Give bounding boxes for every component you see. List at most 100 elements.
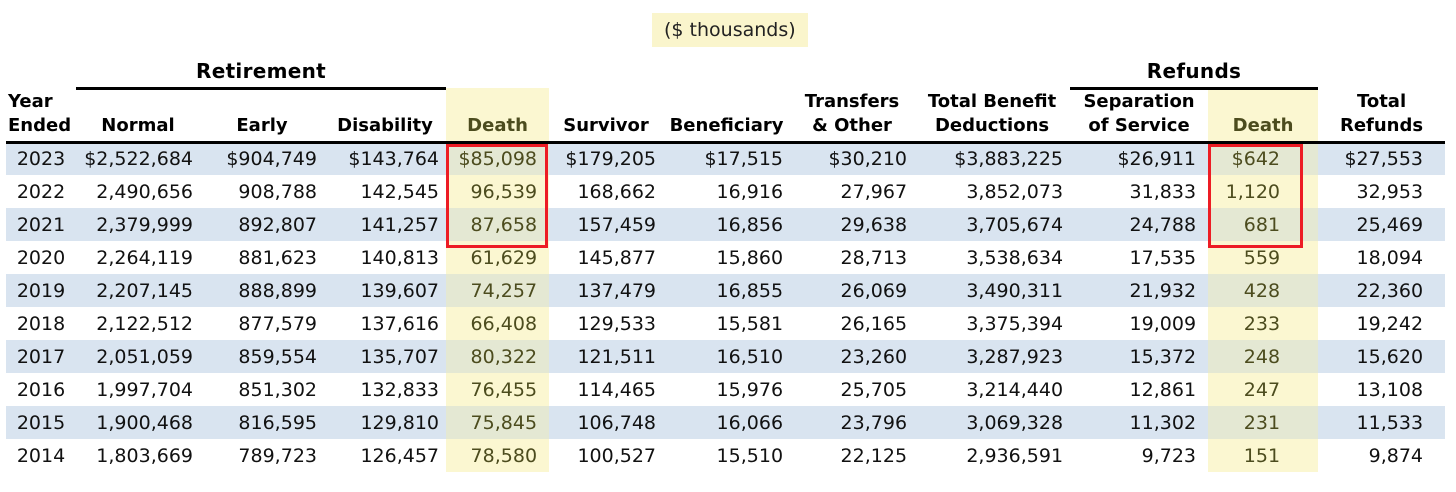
value-cell: 114,465	[577, 378, 657, 401]
table-row: 2019 2,207,145 888,899 139,607 74,257 137,479…	[6, 274, 1446, 307]
value-cell: 137,479	[549, 274, 664, 307]
col-header-survivor: Survivor	[549, 88, 664, 144]
value-cell: 1,900,468	[76, 406, 200, 439]
col-header-death-refund: Death	[1208, 88, 1319, 144]
value-cell: 2,051,059	[76, 340, 200, 373]
value-cell: 80,322	[446, 340, 550, 373]
value-cell: 789,723	[238, 444, 317, 467]
column-header-row: Year Ended Normal Early Disability Death…	[6, 88, 1446, 144]
col-header-transfers-other: Transfers & Other	[790, 88, 915, 144]
group-spacer	[1318, 57, 1446, 88]
value-cell: 29,638	[790, 208, 915, 241]
col-header-total-refunds: Total Refunds	[1318, 88, 1446, 144]
value-cell: 15,860	[716, 246, 784, 269]
value-cell: $27,553	[1318, 142, 1446, 175]
year-cell: 2020	[16, 246, 66, 269]
value-cell: 15,620	[1318, 340, 1446, 373]
value-cell: 16,510	[663, 340, 791, 373]
year-cell: 2023	[6, 142, 76, 175]
value-cell: 28,713	[840, 246, 908, 269]
table-row: 2015 1,900,468 816,595 129,810 75,845 106,748…	[6, 406, 1446, 439]
value-cell: 15,581	[716, 312, 784, 335]
value-cell: 16,916	[716, 180, 784, 203]
table-body: 2023 $2,522,684 $904,749 $143,764 $85,098 $17…	[6, 142, 1446, 472]
year-cell: 2014	[16, 444, 66, 467]
value-cell: 87,658	[446, 208, 550, 241]
value-cell: 851,302	[238, 378, 317, 401]
value-cell: 1,120	[1208, 175, 1319, 208]
value-cell: 9,723	[1141, 444, 1197, 467]
value-cell: 816,595	[200, 406, 324, 439]
value-cell: 15,510	[716, 444, 784, 467]
value-cell: 19,242	[1356, 312, 1424, 335]
value-cell: 19,009	[1129, 312, 1197, 335]
value-cell: 132,833	[360, 378, 440, 401]
value-cell: 12,861	[1129, 378, 1197, 401]
year-cell: 2017	[6, 340, 76, 373]
year-cell: 2015	[6, 406, 76, 439]
value-cell: 2,936,591	[966, 444, 1064, 467]
value-cell: 106,748	[549, 406, 664, 439]
table-row: 2016 1,997,704 851,302 132,833 76,455 114,465…	[6, 373, 1445, 406]
value-cell: 26,165	[840, 312, 908, 335]
col-header-total-benefit-deductions: Total Benefit Deductions	[914, 88, 1071, 144]
value-cell: $642	[1208, 142, 1319, 175]
value-cell: 3,852,073	[966, 180, 1064, 203]
group-header-row: Retirement Refunds	[6, 57, 1446, 90]
value-cell: 16,856	[663, 208, 791, 241]
table-row: 2020 2,264,119 881,623 140,813 61,629 145,877…	[6, 241, 1445, 274]
value-cell: 881,623	[238, 246, 317, 269]
value-cell: 76,455	[446, 373, 550, 406]
value-cell: 2,207,145	[76, 274, 200, 307]
value-cell: $3,883,225	[914, 142, 1071, 175]
value-cell: 141,257	[324, 208, 447, 241]
value-cell: 140,813	[360, 246, 440, 269]
benefit-deductions-table: Retirement Refunds Year Ended Normal Ear…	[6, 57, 1446, 472]
year-cell: 2021	[6, 208, 76, 241]
value-cell: 75,845	[446, 406, 550, 439]
value-cell: 248	[1208, 340, 1319, 373]
value-cell: 25,705	[840, 378, 908, 401]
value-cell: 61,629	[446, 241, 550, 274]
value-cell: 231	[1208, 406, 1319, 439]
value-cell: 2,264,119	[96, 246, 193, 269]
group-refunds: Refunds	[1070, 57, 1319, 90]
value-cell: 157,459	[549, 208, 664, 241]
value-cell: $85,098	[446, 142, 550, 175]
value-cell: 121,511	[549, 340, 664, 373]
value-cell: 24,788	[1070, 208, 1209, 241]
value-cell: 139,607	[324, 274, 447, 307]
value-cell: 129,810	[324, 406, 447, 439]
col-header-normal: Normal	[76, 88, 200, 144]
table-row: 2023 $2,522,684 $904,749 $143,764 $85,098 $17…	[6, 142, 1446, 175]
col-header-death-benefit: Death	[446, 88, 550, 144]
value-cell: 908,788	[238, 180, 317, 203]
value-cell: 17,535	[1129, 246, 1197, 269]
value-cell: 129,533	[577, 312, 657, 335]
value-cell: 11,302	[1070, 406, 1209, 439]
value-cell: 135,707	[324, 340, 447, 373]
value-cell: 1,997,704	[96, 378, 193, 401]
table-row: 2014 1,803,669 789,723 126,457 78,580 100,527…	[6, 439, 1445, 472]
table-row: 2021 2,379,999 892,807 141,257 87,658 157,459…	[6, 208, 1446, 241]
value-cell: 145,877	[577, 246, 657, 269]
value-cell: 2,379,999	[76, 208, 200, 241]
value-cell: 27,967	[840, 180, 908, 203]
year-cell: 2022	[16, 180, 66, 203]
group-spacer	[6, 57, 76, 88]
value-cell: 16,855	[663, 274, 791, 307]
year-cell: 2016	[16, 378, 66, 401]
table-row: 2022 2,490,656 908,788 142,545 96,539 168,662…	[6, 175, 1445, 208]
col-header-disability: Disability	[324, 88, 447, 144]
value-cell: 100,527	[577, 444, 657, 467]
value-cell: 1,803,669	[96, 444, 193, 467]
value-cell: 22,360	[1318, 274, 1446, 307]
col-header-beneficiary: Beneficiary	[663, 88, 791, 144]
value-cell: 74,257	[446, 274, 550, 307]
value-cell: 3,705,674	[914, 208, 1071, 241]
value-cell: 11,533	[1318, 406, 1446, 439]
value-cell: $17,515	[663, 142, 791, 175]
value-cell: 16,066	[663, 406, 791, 439]
value-cell: 3,069,328	[914, 406, 1071, 439]
value-cell: 21,932	[1070, 274, 1209, 307]
